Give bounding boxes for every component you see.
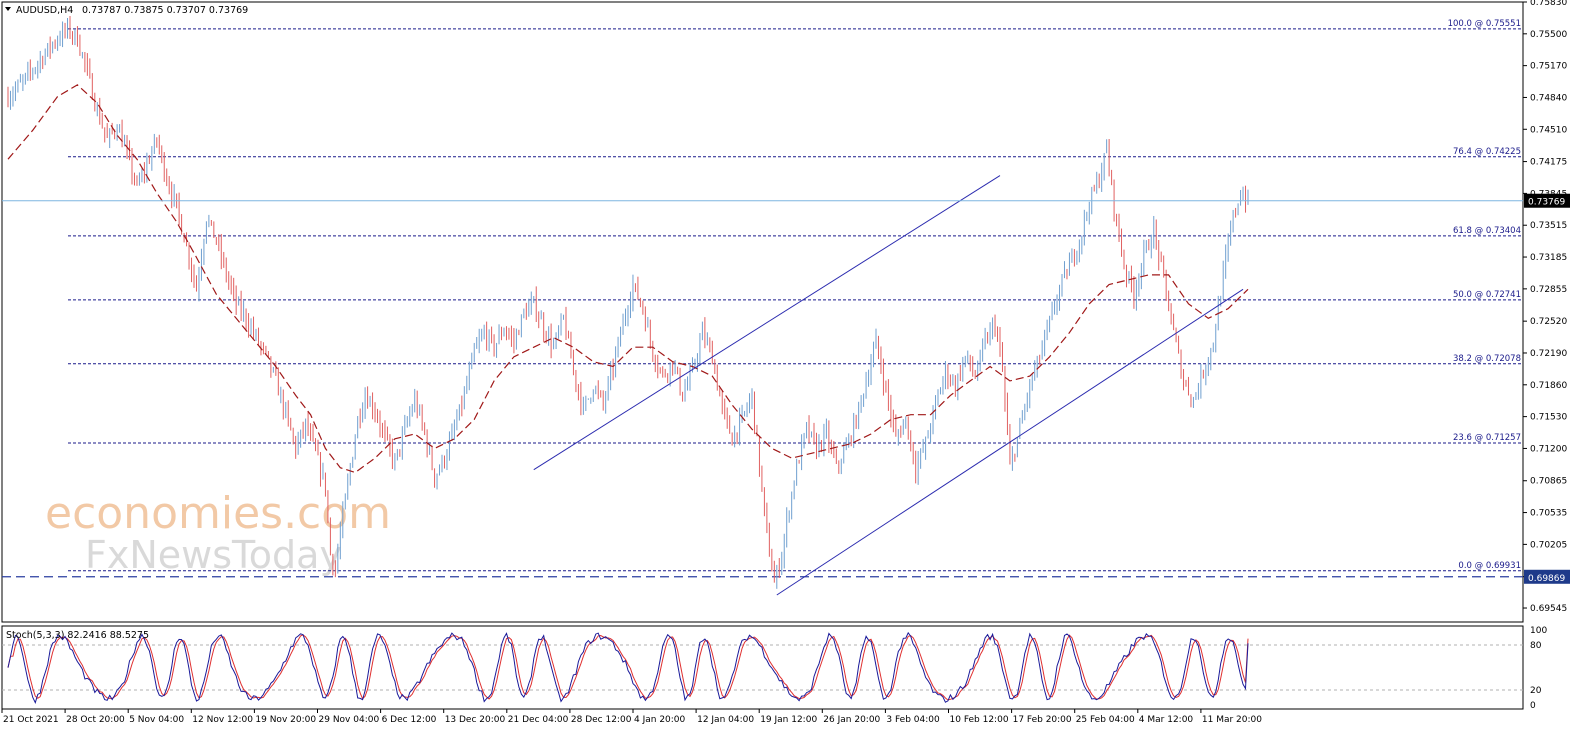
time-tick-label: 21 Oct 2021 — [3, 715, 59, 725]
price-tick-label: 0.73515 — [1530, 221, 1567, 231]
stoch-signal-line — [7, 634, 1249, 701]
watermark-fxnewstoday: FxNewsToday — [85, 533, 342, 577]
time-tick-label: 11 Mar 20:00 — [1202, 715, 1262, 725]
support-price-tag — [1524, 569, 1570, 584]
channel-upper-line — [533, 175, 1001, 471]
time-tick-label: 4 Mar 12:00 — [1139, 715, 1194, 725]
price-tick-label: 0.74510 — [1530, 125, 1567, 135]
time-tick-label: 21 Dec 04:00 — [508, 715, 569, 725]
time-tick-label: 29 Nov 04:00 — [319, 715, 380, 725]
time-tick-label: 13 Dec 20:00 — [445, 715, 506, 725]
stochastic-indicator: 100 80 20 0 — [2, 626, 1547, 711]
price-tick-label: 0.74175 — [1530, 158, 1567, 168]
fib-label: 0.0 @ 0.69931 — [1458, 561, 1521, 571]
time-tick-label: 6 Dec 12:00 — [382, 715, 437, 725]
price-tick-label: 0.70865 — [1530, 477, 1567, 487]
fib-label: 61.8 @ 0.73404 — [1453, 226, 1521, 236]
ohlc-values: 0.73787 0.73875 0.73707 0.73769 — [82, 5, 248, 16]
fib-label: 38.2 @ 0.72078 — [1453, 354, 1521, 364]
main-pane — [1, 1, 1524, 623]
trend-channel — [533, 175, 1244, 596]
fib-label: 76.4 @ 0.74225 — [1453, 147, 1521, 157]
time-tick-label: 4 Jan 20:00 — [634, 715, 686, 725]
price-tick-label: 0.72855 — [1530, 285, 1567, 295]
fibonacci-levels: 100.0 @ 0.75551 76.4 @ 0.74225 61.8 @ 0.73… — [68, 19, 1523, 572]
price-tick-label: 0.71860 — [1530, 381, 1567, 391]
collapse-arrow-icon[interactable] — [5, 7, 11, 11]
time-tick-label: 10 Feb 12:00 — [950, 715, 1009, 725]
price-tick-label: 0.70205 — [1530, 540, 1567, 550]
stoch-tick-label: 0 — [1530, 701, 1536, 711]
fib-label: 23.6 @ 0.71257 — [1453, 433, 1521, 443]
channel-lower-line — [776, 288, 1244, 596]
price-tick-label: 0.75830 — [1530, 0, 1567, 8]
fib-label: 100.0 @ 0.75551 — [1448, 19, 1521, 29]
price-tick-label: 0.71200 — [1530, 444, 1567, 454]
stoch-pane — [1, 625, 1524, 710]
time-tick-label: 5 Nov 04:00 — [129, 715, 184, 725]
ma-line — [7, 84, 1249, 474]
time-tick-label: 12 Nov 12:00 — [192, 715, 253, 725]
price-tick-label: 0.71530 — [1530, 413, 1567, 423]
stoch-tick-label: 80 — [1530, 641, 1542, 651]
time-axis: 21 Oct 2021 28 Oct 20:00 5 Nov 04:00 12 Nov… — [1, 709, 1262, 725]
moving-average — [7, 84, 1249, 474]
current-price-tag-label: 0.73769 — [1528, 198, 1565, 208]
price-tick-label: 0.75170 — [1530, 62, 1567, 72]
price-tick-label: 0.74840 — [1530, 93, 1567, 103]
time-tick-label: 19 Nov 20:00 — [255, 715, 316, 725]
current-price-tag — [1524, 193, 1570, 208]
candlesticks — [7, 15, 1249, 589]
price-tick-label: 0.69545 — [1530, 604, 1567, 614]
time-tick-label: 3 Feb 04:00 — [886, 715, 940, 725]
time-tick-label: 25 Feb 04:00 — [1076, 715, 1135, 725]
time-tick-label: 28 Dec 12:00 — [571, 715, 632, 725]
price-axis: 0.75830 0.75500 0.75170 0.74840 0.74510 0.741… — [1523, 0, 1570, 614]
stoch-header: Stoch(5,3,3) 82.2416 88.5275 — [6, 630, 149, 641]
time-tick-label: 28 Oct 20:00 — [66, 715, 125, 725]
watermark-economies: economies.com — [45, 488, 391, 539]
time-tick-label: 12 Jan 04:00 — [697, 715, 754, 725]
stoch-main-line — [7, 631, 1249, 704]
price-tick-label: 0.72190 — [1530, 349, 1567, 359]
symbol-label: AUDUSD,H4 — [16, 5, 73, 16]
stoch-tick-label: 100 — [1530, 626, 1547, 636]
stoch-tick-label: 20 — [1530, 686, 1542, 696]
fib-label: 50.0 @ 0.72741 — [1453, 290, 1521, 300]
price-tick-label: 0.70535 — [1530, 509, 1567, 519]
time-tick-label: 26 Jan 20:00 — [823, 715, 880, 725]
time-tick-label: 19 Jan 12:00 — [760, 715, 817, 725]
support-price-tag-label: 0.69869 — [1528, 574, 1565, 584]
price-tick-label: 0.75500 — [1530, 30, 1567, 40]
time-tick-label: 17 Feb 20:00 — [1013, 715, 1072, 725]
price-tick-label: 0.73185 — [1530, 253, 1567, 263]
price-tick-label: 0.72520 — [1530, 317, 1567, 327]
